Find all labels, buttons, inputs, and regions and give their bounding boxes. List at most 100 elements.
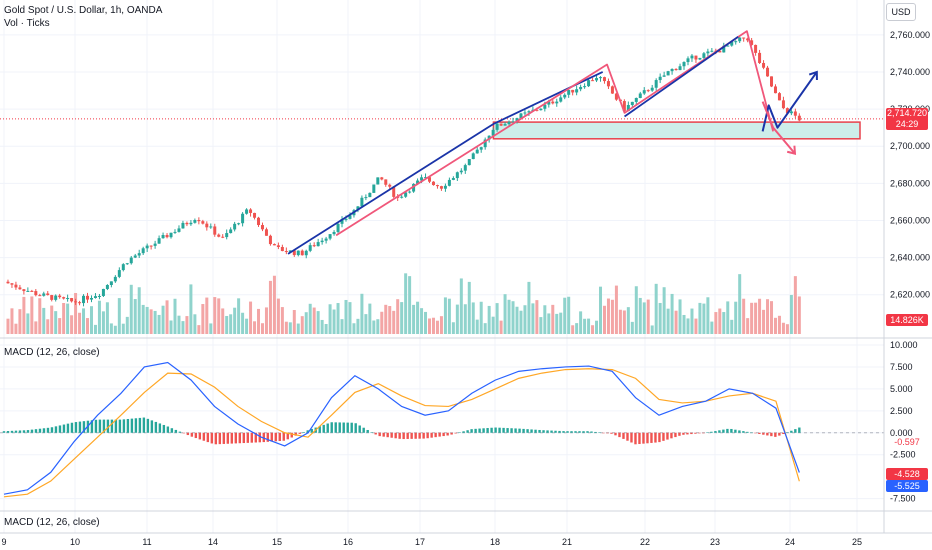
candle-body xyxy=(312,245,316,247)
volume-bar xyxy=(388,306,392,334)
volume-bar xyxy=(479,301,483,334)
macd-histogram-bar xyxy=(746,431,749,433)
macd-histogram-bar xyxy=(606,432,609,434)
candle-body xyxy=(97,295,101,297)
macd-histogram-bar xyxy=(706,432,709,433)
volume-bar xyxy=(722,312,726,334)
candle-body xyxy=(400,196,404,198)
macd-histogram-bar xyxy=(106,419,110,433)
volume-bar xyxy=(149,309,153,334)
drawing-annotations xyxy=(287,30,818,255)
volume-bar xyxy=(260,323,264,334)
macd-histogram-bar xyxy=(770,432,773,437)
candle-body xyxy=(304,250,308,256)
volume-bar xyxy=(710,321,714,334)
candle-body xyxy=(408,191,412,193)
volume-bar xyxy=(535,300,539,334)
candle-body xyxy=(26,290,30,292)
macd-histogram-bar xyxy=(10,430,14,433)
candle-body xyxy=(376,177,380,185)
currency-button[interactable]: USD xyxy=(886,3,916,21)
chart-title[interactable]: Gold Spot / U.S. Dollar, 1h, OANDA xyxy=(4,5,163,16)
macd-histogram-bar xyxy=(354,423,357,433)
candle-body xyxy=(125,263,129,265)
macd-histogram-bar xyxy=(634,432,637,445)
candle-body xyxy=(420,177,424,181)
candlesticks xyxy=(6,37,801,307)
volume-bar xyxy=(121,323,125,334)
macd-histogram-bar xyxy=(622,432,625,439)
volume-bar xyxy=(666,308,670,334)
volume-bar xyxy=(416,301,420,334)
volume-bar xyxy=(284,321,288,334)
candle-body xyxy=(257,217,261,226)
macd-histogram-bar xyxy=(298,432,301,434)
volume-bar xyxy=(571,325,575,334)
volume-bar xyxy=(241,312,245,334)
candle-body xyxy=(113,276,117,282)
macd-histogram-bar xyxy=(162,424,166,433)
volume-bar xyxy=(463,304,467,334)
volume-bar xyxy=(491,316,495,334)
macd-histogram-bar xyxy=(726,428,729,433)
candle-body xyxy=(324,238,328,241)
candle-body xyxy=(483,139,487,148)
macd-histogram-bar xyxy=(774,432,777,437)
volume-bar xyxy=(547,313,551,334)
volume-bar xyxy=(213,297,217,334)
candle-body xyxy=(547,101,551,105)
volume-bar xyxy=(706,297,710,334)
macd-histogram-bar xyxy=(334,422,337,433)
support-zone-rect xyxy=(492,121,861,140)
volume-legend[interactable]: Vol · Ticks xyxy=(4,18,50,29)
volume-bar xyxy=(376,319,380,334)
volume-bar xyxy=(312,307,316,334)
macd-histogram-bar xyxy=(462,431,465,433)
projection-up-arrowhead xyxy=(808,70,818,80)
volume-bar xyxy=(70,315,74,334)
macd-histogram-bar xyxy=(222,432,226,444)
macd-legend-2[interactable]: MACD (12, 26, close) xyxy=(4,517,100,528)
volume-bar xyxy=(686,318,690,334)
candle-body xyxy=(642,90,646,94)
volume-bar xyxy=(18,309,22,334)
support-zone xyxy=(492,121,861,140)
last-price-value: 2,714.720 xyxy=(886,107,928,118)
volume-bar xyxy=(332,309,336,334)
volume-bar xyxy=(622,310,626,334)
volume-bar xyxy=(773,317,777,334)
candle-body xyxy=(145,245,149,249)
volume-bar xyxy=(30,296,34,334)
projection-down xyxy=(761,101,796,155)
macd-histogram-bar xyxy=(278,432,281,442)
candle-body xyxy=(527,111,531,113)
macd-histogram-bar xyxy=(562,431,565,433)
time-tick-label: 17 xyxy=(415,537,425,547)
candle-body xyxy=(225,233,229,238)
volume-bar xyxy=(62,303,66,334)
candle-body xyxy=(762,62,766,68)
macd-histogram-bar xyxy=(18,430,22,433)
price-tick-label: 2,660.000 xyxy=(890,215,930,225)
volume-bar xyxy=(6,318,10,334)
macd-histogram-bar xyxy=(130,418,134,433)
macd-histogram-bar xyxy=(26,430,30,433)
candle-body xyxy=(686,58,690,63)
macd-histogram-bar xyxy=(550,430,553,433)
volume-bar xyxy=(559,312,563,334)
macd-histogram-bar xyxy=(710,431,713,433)
candle-body xyxy=(750,40,754,45)
volume-bar xyxy=(662,287,666,334)
candle-body xyxy=(153,243,157,246)
macd-histogram-bar xyxy=(150,420,154,433)
candle-body xyxy=(650,87,654,91)
macd-histogram-bar xyxy=(78,421,82,433)
macd-histogram-bar xyxy=(34,429,38,433)
candle-body xyxy=(384,179,388,185)
candle-body xyxy=(169,232,173,238)
time-tick-label: 23 xyxy=(710,537,720,547)
macd-legend-1[interactable]: MACD (12, 26, close) xyxy=(4,347,100,358)
candle-body xyxy=(523,112,527,114)
countdown-value: 24:29 xyxy=(895,118,919,129)
